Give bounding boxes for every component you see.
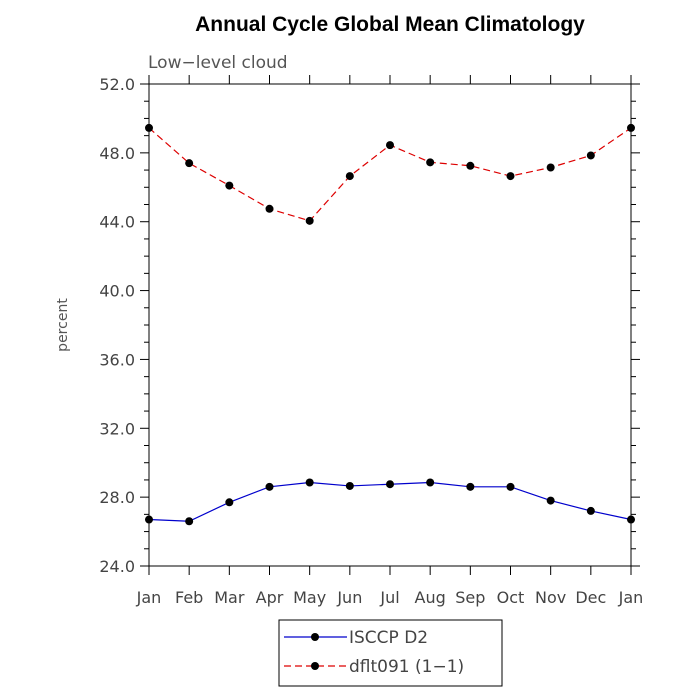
series-1-point <box>185 159 194 168</box>
legend: ISCCP D2 dflt091 (1−1) <box>278 619 503 687</box>
x-tick-label: Jan <box>618 588 644 607</box>
x-tick-label: Jul <box>379 588 399 607</box>
chart-title: Annual Cycle Global Mean Climatology <box>195 13 585 36</box>
series-0-point <box>586 506 595 515</box>
y-tick-label: 36.0 <box>99 350 135 369</box>
series-0-point <box>546 496 555 505</box>
series-0-point <box>305 478 314 487</box>
axis-ticks <box>140 75 640 575</box>
y-tick-label: 44.0 <box>99 213 135 232</box>
series-0-point <box>627 515 635 524</box>
legend-label-dflt091: dflt091 (1−1) <box>349 657 464 677</box>
series-0-point <box>145 515 153 524</box>
y-tick-labels: 24.0 28.0 32.0 36.0 40.0 44.0 48.0 52.0 <box>99 75 135 576</box>
legend-box <box>278 619 503 687</box>
series-1-point <box>225 181 234 190</box>
x-tick-label: Oct <box>497 588 525 607</box>
series-0-point <box>345 481 354 490</box>
series-1-point <box>627 123 635 132</box>
chart-subtitle: Low−level cloud <box>148 53 288 73</box>
series-0-point <box>386 480 394 489</box>
series-0-point <box>185 517 194 526</box>
x-tick-label: Jun <box>336 588 362 607</box>
x-tick-label: Jan <box>136 588 162 607</box>
series-1-point <box>345 172 354 181</box>
x-tick-label: Feb <box>175 588 203 607</box>
series-line-0 <box>148 481 632 522</box>
series-0-point <box>506 482 515 491</box>
series-1-point <box>145 123 153 132</box>
x-tick-label: May <box>293 588 326 607</box>
series-1-point <box>586 151 595 160</box>
y-axis-label: percent <box>55 298 71 352</box>
x-tick-label: Aug <box>415 588 446 607</box>
series-0-point <box>466 482 475 491</box>
y-tick-label: 40.0 <box>99 282 135 301</box>
x-tick-label: Nov <box>535 588 566 607</box>
x-tick-label: Apr <box>256 588 284 607</box>
series-1-point <box>386 141 394 150</box>
series-0-point <box>225 498 234 507</box>
series-1-point <box>546 163 555 172</box>
y-tick-label: 48.0 <box>99 144 135 163</box>
series-1-point <box>265 204 274 213</box>
series-1-point <box>506 172 515 181</box>
x-tick-labels: Jan Feb Mar Apr May Jun Jul Aug Sep Oct Nov Dec Jan <box>136 588 644 607</box>
y-tick-label: 24.0 <box>99 557 135 576</box>
legend-marker-dflt091 <box>311 662 319 670</box>
y-tick-label: 28.0 <box>99 488 135 507</box>
legend-label-isccp-d2: ISCCP D2 <box>349 628 428 648</box>
plot-frame <box>148 83 632 567</box>
series-0-point <box>265 482 274 491</box>
series-layer <box>145 123 635 526</box>
y-tick-label: 32.0 <box>99 419 135 438</box>
legend-marker-isccp-d2 <box>311 633 319 641</box>
series-1-point <box>466 161 475 170</box>
x-tick-label: Mar <box>214 588 245 607</box>
y-tick-label: 52.0 <box>99 75 135 94</box>
series-1-point <box>305 216 314 225</box>
x-tick-label: Dec <box>575 588 606 607</box>
series-1-point <box>426 158 435 167</box>
x-tick-label: Sep <box>455 588 485 607</box>
series-0-point <box>426 478 435 487</box>
